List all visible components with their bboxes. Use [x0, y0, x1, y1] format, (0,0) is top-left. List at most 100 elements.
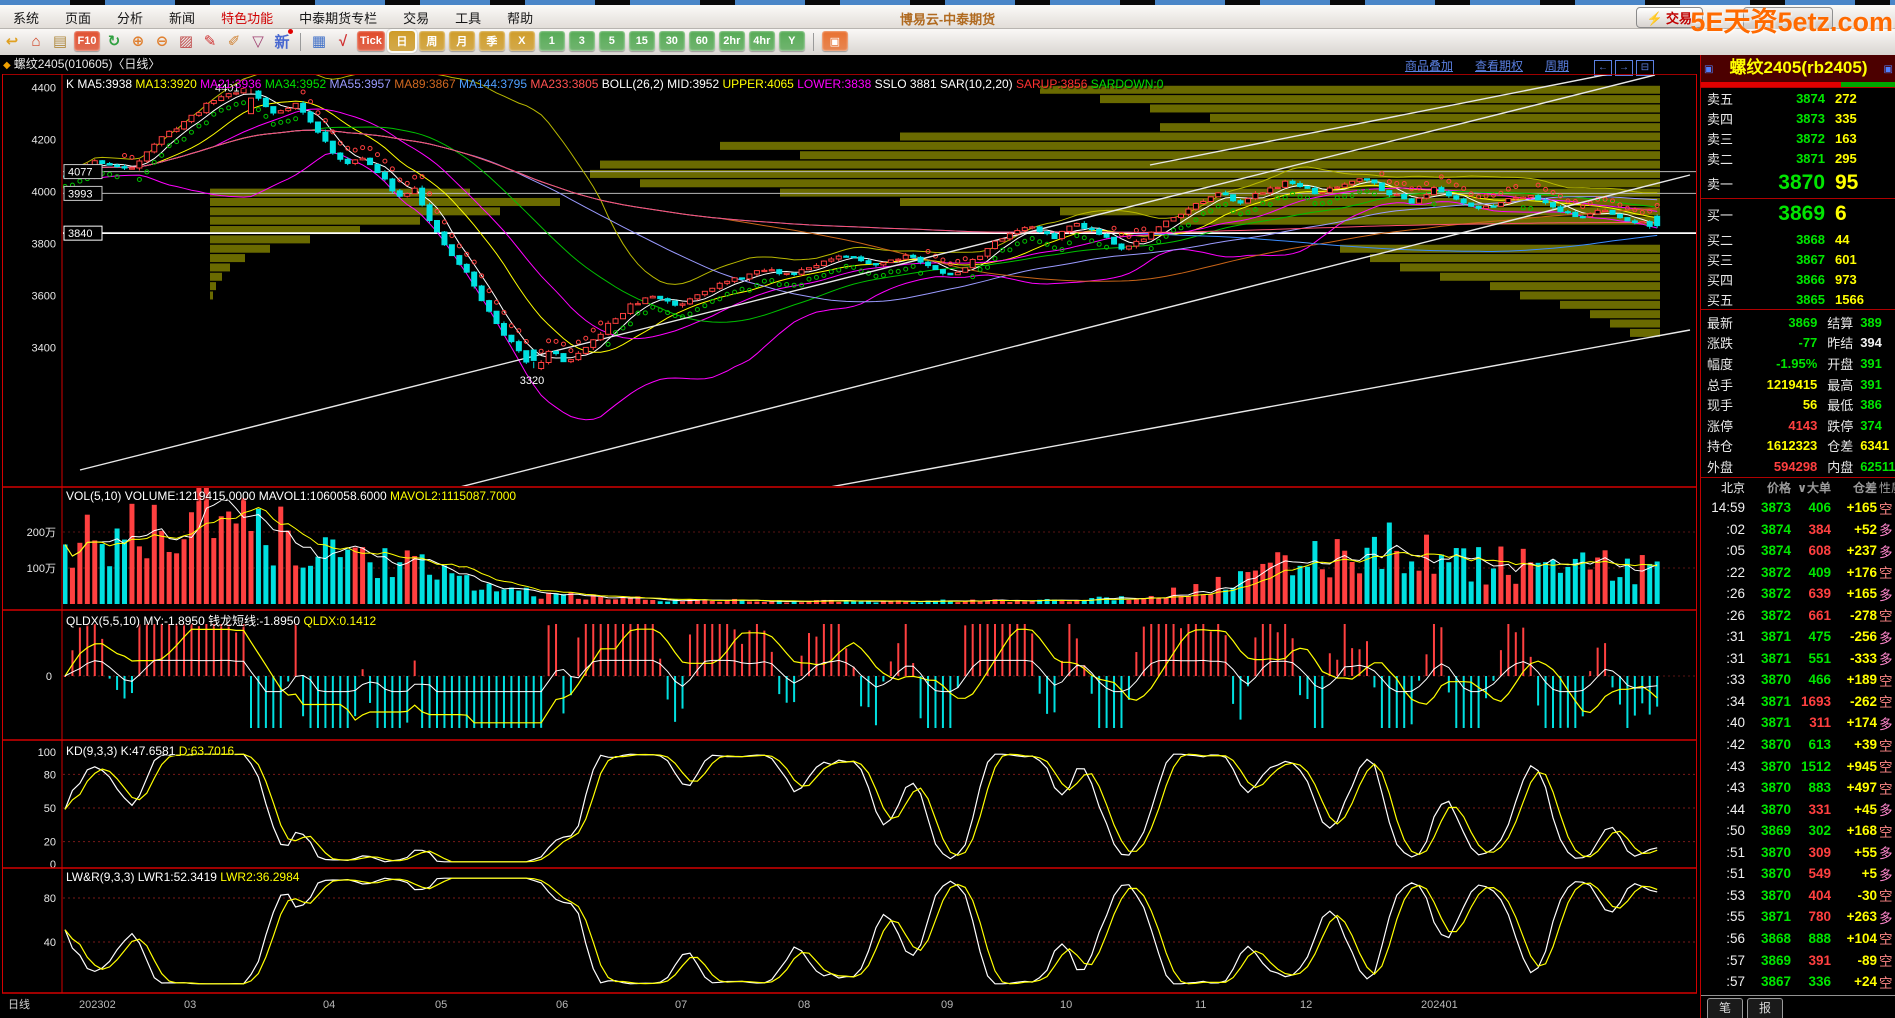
menu-item-8[interactable]: 帮助: [507, 11, 534, 26]
period-month-button[interactable]: 月: [448, 31, 475, 51]
f10-icon[interactable]: F10: [74, 31, 100, 51]
chart-title-row: ◆ 螺纹2405(010605)〈日线〉 商品叠加 查看期权 周期 ← → ⊟: [0, 55, 1700, 76]
toolbar-separator: [812, 33, 814, 51]
trade-button-label: 交易: [1665, 11, 1692, 26]
trade-row: 14:59 3873 406 +165 空: [1711, 500, 1893, 517]
svg-text:100万: 100万: [27, 563, 56, 575]
period-1m-button[interactable]: 1: [538, 31, 565, 51]
book-row-buy: 买四 3866 973: [1707, 271, 1857, 288]
overlay-icon[interactable]: ▨: [178, 33, 194, 50]
period-3m-button[interactable]: 3: [568, 31, 595, 51]
svg-text:40: 40: [44, 937, 56, 949]
period-day-button[interactable]: 日: [386, 29, 417, 53]
svg-text:3400: 3400: [32, 342, 56, 354]
menu-item-4[interactable]: 特色功能: [221, 11, 274, 26]
price-chart-svg[interactable]: 4401332044004200400038003600340040773993…: [0, 74, 1700, 1015]
period-5m-button[interactable]: 5: [598, 31, 625, 51]
svg-text:3800: 3800: [32, 239, 56, 251]
menu-item-6[interactable]: 交易: [403, 11, 430, 26]
menu-item-1[interactable]: 页面: [65, 11, 92, 26]
svg-text:05: 05: [435, 999, 447, 1011]
svg-text:03: 03: [184, 999, 196, 1011]
menu-item-2[interactable]: 分析: [117, 11, 144, 26]
menu-item-5[interactable]: 中泰期货专栏: [299, 11, 378, 26]
svg-text:0: 0: [50, 859, 56, 871]
menu-item-3[interactable]: 新闻: [169, 11, 196, 26]
quote-table-icon[interactable]: ▦: [311, 33, 327, 50]
period-4hr-button[interactable]: 4hr: [748, 31, 775, 51]
book-row-buy: 买一 3869 6: [1707, 202, 1847, 225]
trade-col-header-4[interactable]: 性质: [1879, 480, 1895, 495]
svg-text:04: 04: [323, 999, 335, 1011]
svg-text:06: 06: [556, 999, 568, 1011]
trade-row: :42 3870 613 +39 空: [1726, 737, 1893, 754]
trade-row: :50 3869 302 +168 空: [1726, 823, 1893, 840]
book-row-sell: 卖五 3874 272: [1707, 90, 1857, 107]
stats-row-0: 最新 3869 结算 389: [1707, 314, 1882, 331]
chart-link-0[interactable]: 商品叠加: [1404, 59, 1453, 73]
trade-row: :22 3872 409 +176 空: [1726, 564, 1893, 582]
svg-text:0: 0: [46, 671, 52, 683]
panel-tab-1[interactable]: 报: [1747, 998, 1783, 1018]
trade-row: :53 3870 404 -30 空: [1726, 887, 1893, 905]
period-15m-button[interactable]: 15: [628, 31, 655, 51]
order-book-mid-separator: [1701, 198, 1895, 199]
svg-text:09: 09: [941, 999, 953, 1011]
menu-item-0[interactable]: 系统: [13, 11, 40, 26]
trade-row: :26 3872 639 +165 多: [1726, 586, 1893, 603]
menu-item-7[interactable]: 工具: [455, 11, 482, 26]
svg-text:200万: 200万: [27, 527, 56, 539]
chart-link-1[interactable]: 查看期权: [1474, 59, 1523, 73]
chart-symbol-title: 螺纹2405(010605)〈日线〉: [13, 57, 161, 71]
panel-symbol-header: ▣ 螺纹2405(rb2405) ▣: [1701, 55, 1895, 82]
stats-row-4: 现手 56 最低 386: [1707, 397, 1882, 414]
trade-row: :44 3870 331 +45 多: [1726, 801, 1893, 819]
panel-tabs: 笔报: [1701, 995, 1895, 1018]
filter-icon[interactable]: ▽: [252, 33, 264, 50]
panel-pin-right-icon[interactable]: ▣: [1883, 64, 1893, 75]
trade-row: :55 3871 780 +263 多: [1726, 909, 1893, 926]
next-page-icon[interactable]: →: [1615, 60, 1633, 76]
kline-icon[interactable]: √: [338, 32, 348, 50]
period-60m-button[interactable]: 60: [688, 31, 715, 51]
new-icon[interactable]: 新: [272, 29, 293, 51]
home-icon[interactable]: ⌂: [31, 32, 41, 50]
split-window-icon[interactable]: ⊟: [1636, 60, 1654, 76]
trade-col-header-0[interactable]: 北京: [1720, 480, 1745, 495]
order-book: 卖五 3874 272 卖四 3873 335 卖三 3872 163 卖二 3871 295 卖一 38…: [1701, 87, 1895, 310]
trade-row: :43 3870 883 +497 空: [1726, 780, 1893, 797]
book-row-buy: 买五 3865 1566: [1707, 291, 1864, 308]
panel-symbol-title: 螺纹2405(rb2405): [1729, 58, 1868, 77]
panel-tab-0[interactable]: 笔: [1707, 998, 1743, 1018]
zoom-out-icon[interactable]: ⊖: [155, 33, 169, 50]
draw-icon[interactable]: ✎: [203, 33, 217, 50]
period-30m-button[interactable]: 30: [658, 31, 685, 51]
trade-col-header-1[interactable]: 价格: [1766, 480, 1791, 495]
trade-list: 北京 价格 ∨大单 仓差性质 14:593873406+165空:023874384+…: [1701, 478, 1895, 993]
chart-type-icon: ◆: [3, 60, 11, 71]
period-y-button[interactable]: Y: [778, 31, 805, 51]
back-icon[interactable]: ↩: [5, 33, 19, 50]
svg-text:4000: 4000: [32, 187, 56, 199]
refresh-icon[interactable]: ↻: [107, 33, 121, 50]
app-title: 博易云-中泰期货: [899, 12, 996, 27]
trade-button[interactable]: ⚡ 交易: [1635, 7, 1703, 28]
trade-row: :26 3872 661 -278 空: [1726, 607, 1893, 625]
trade-col-header-2[interactable]: ∨大单: [1797, 480, 1831, 495]
period-2hr-button[interactable]: 2hr: [718, 31, 745, 51]
period-x-button[interactable]: X: [508, 31, 535, 51]
panel-pin-left-icon[interactable]: ▣: [1704, 64, 1714, 75]
trade-col-header-3[interactable]: 仓差: [1852, 480, 1877, 495]
multigrid-icon[interactable]: ▣: [821, 31, 848, 51]
period-week-button[interactable]: 周: [418, 31, 445, 51]
brush-icon[interactable]: ✐: [227, 33, 241, 50]
tick-button[interactable]: Tick: [357, 31, 385, 51]
chart-link-2[interactable]: 周期: [1544, 59, 1569, 73]
news-icon[interactable]: ▤: [52, 33, 68, 50]
stats-row-6: 持仓 1612323 仓差 6341: [1707, 438, 1890, 455]
period-quarter-button[interactable]: 季: [478, 31, 505, 51]
zoom-in-icon[interactable]: ⊕: [131, 33, 145, 50]
svg-text:4200: 4200: [32, 135, 56, 147]
stats-grid: 最新 3869 结算 389 涨跌 -77 昨结 394 幅度 -1.95% 开盘 391 总手 1219…: [1701, 310, 1895, 478]
